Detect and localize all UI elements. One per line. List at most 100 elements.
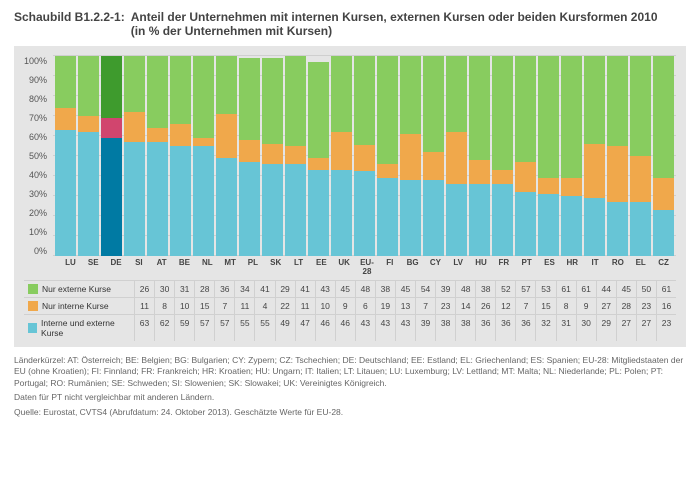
bar-segment [354,145,375,171]
legend-swatch [28,301,38,311]
table-cell: 30 [576,314,596,341]
table-cell: 11 [234,297,254,314]
bars [53,56,676,256]
table-cell: 28 [194,280,214,297]
legend-text: Nur externe Kurse [42,284,111,294]
x-label: NL [197,258,218,276]
bar-segment [492,170,513,184]
plot-area: 100%90%80%70%60%50%40%30%20%10%0% [24,56,676,256]
y-tick: 100% [24,56,47,66]
bar-segment [239,162,260,256]
y-tick: 70% [29,113,47,123]
bar-segment [170,124,191,146]
country-codes: Länderkürzel: AT: Österreich; BE: Belgie… [14,355,686,389]
table-cell: 7 [214,297,234,314]
table-cell: 54 [415,280,435,297]
x-label: DE [106,258,127,276]
table-cell: 41 [254,280,274,297]
bar [492,56,513,256]
bar-segment [262,164,283,256]
table-cell: 23 [656,314,676,341]
table-cell: 49 [275,314,295,341]
bar [515,56,536,256]
table-cell: 38 [375,280,395,297]
table-cell: 43 [315,280,335,297]
table-cell: 26 [475,297,495,314]
bar-segment [584,144,605,198]
table-cell: 27 [596,297,616,314]
bar-segment [239,140,260,162]
x-label: LT [288,258,309,276]
bar-segment [653,56,674,178]
table-cell: 36 [214,280,234,297]
bar-segment [78,132,99,256]
table-cell: 46 [315,314,335,341]
table-cell: 7 [515,297,535,314]
bar-segment [538,56,559,178]
x-label: HU [471,258,492,276]
bar-segment [446,132,467,184]
bar [101,56,122,256]
bar-segment [538,178,559,194]
y-tick: 50% [29,151,47,161]
table-cell: 8 [154,297,174,314]
bar-segment [216,114,237,158]
bar-segment [630,202,651,256]
table-cell: 23 [636,297,656,314]
y-tick: 80% [29,94,47,104]
table-cell: 26 [134,280,154,297]
table-cell: 7 [415,297,435,314]
bar-segment [216,56,237,114]
bar-segment [630,156,651,202]
bar-segment [262,58,283,144]
table-cell: 43 [375,314,395,341]
bar [561,56,582,256]
table-cell: 10 [174,297,194,314]
table-cell: 34 [234,280,254,297]
table-cell: 48 [455,280,475,297]
table-cell: 30 [154,280,174,297]
bar [193,56,214,256]
bar-segment [308,158,329,170]
bar-segment [377,56,398,164]
bar-segment [400,56,421,134]
table-cell: 28 [616,297,636,314]
table-cell: 36 [475,314,495,341]
table-cell: 4 [254,297,274,314]
legend-text: Nur interne Kurse [42,301,109,311]
bar [400,56,421,256]
bar [538,56,559,256]
legend-row-label: Nur externe Kurse [24,280,134,297]
x-label: HR [562,258,583,276]
table-cell: 61 [556,280,576,297]
bar-segment [607,56,628,146]
table-cell: 23 [435,297,455,314]
table-cell: 10 [315,297,335,314]
x-label: IT [585,258,606,276]
x-label: PT [516,258,537,276]
y-tick: 20% [29,208,47,218]
y-tick: 0% [34,246,47,256]
bar [423,56,444,256]
bar-segment [308,170,329,256]
x-label: BG [402,258,423,276]
table-cell: 44 [596,280,616,297]
table-cell: 8 [556,297,576,314]
bar-segment [377,178,398,256]
table-cell: 38 [475,280,495,297]
table-cell: 61 [656,280,676,297]
table-cell: 52 [495,280,515,297]
bar-segment [331,56,352,132]
table-cell: 29 [596,314,616,341]
bar-segment [561,56,582,178]
bar-segment [423,180,444,256]
bar-segment [101,56,122,118]
x-label: CZ [653,258,674,276]
bar-segment [515,192,536,256]
x-label: FI [379,258,400,276]
table-cell: 48 [355,280,375,297]
bar-segment [55,108,76,130]
bar-segment [469,160,490,184]
bar [607,56,628,256]
bar [354,56,375,256]
